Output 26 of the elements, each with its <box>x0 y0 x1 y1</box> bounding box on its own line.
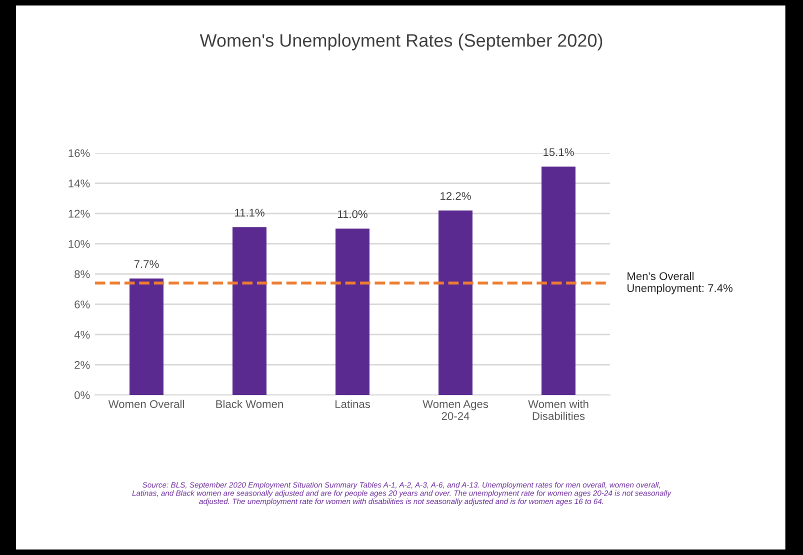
data-label: 11.0% <box>338 210 368 218</box>
data-label: 12.2% <box>440 192 471 200</box>
x-tick-label: Women with Disabilities <box>528 400 588 420</box>
y-tick-label: 4% <box>74 330 90 339</box>
y-tick-label: 14% <box>68 180 90 188</box>
y-tick-label: 16% <box>68 149 90 158</box>
x-tick-label: Black Women <box>216 400 283 408</box>
chart-title: Women's Unemployment Rates (September 2020) <box>200 34 602 50</box>
ref-line-label: Men's Overall Unemployment: 7.4% <box>628 272 732 294</box>
bar <box>232 227 266 395</box>
y-tick-label: 12% <box>68 210 90 218</box>
bar <box>336 228 370 395</box>
x-tick-label: Women Overall <box>108 400 184 408</box>
bar <box>438 210 472 395</box>
y-tick-label: 6% <box>74 300 90 308</box>
y-tick-label: 2% <box>74 361 90 369</box>
x-tick-label: Latinas <box>336 400 370 408</box>
bar <box>542 166 576 395</box>
bar <box>130 278 164 395</box>
data-label: 11.1% <box>235 208 264 217</box>
x-tick-label: Women Ages 20-24 <box>422 400 488 420</box>
data-label: 15.1% <box>544 148 574 156</box>
y-tick-label: 0% <box>74 391 90 400</box>
y-tick-label: 8% <box>74 270 90 278</box>
data-label: 7.7% <box>134 260 159 268</box>
y-tick-label: 10% <box>68 240 90 248</box>
